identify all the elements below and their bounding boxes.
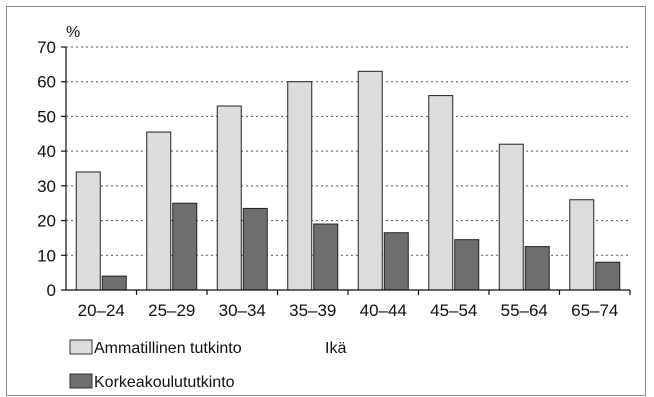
- bar-ammatillinen-5: [357, 70, 383, 291]
- x-tick-label: 65–74: [571, 301, 618, 320]
- x-tick-label: 55–64: [501, 301, 548, 320]
- bar-ammatillinen-4: [287, 81, 313, 291]
- y-tick-label: 20: [37, 212, 56, 231]
- x-tick-label: 40–44: [360, 301, 407, 320]
- y-tick-labels: 0 10 20 30 40 50 60 70: [37, 38, 66, 300]
- bars: [75, 70, 621, 291]
- y-tick-label: 10: [37, 246, 56, 265]
- bar-korkeakoulu-5: [383, 232, 409, 291]
- legend-label-korkeakoulu: Korkeakoulututkinto: [94, 374, 235, 391]
- y-tick-label: 40: [37, 142, 56, 161]
- bar-korkeakoulu-4: [313, 223, 339, 291]
- y-tick-label: 70: [37, 38, 56, 57]
- x-tick-label: 30–34: [219, 301, 266, 320]
- bar-korkeakoulu-7: [524, 246, 550, 291]
- y-tick-label: 30: [37, 177, 56, 196]
- x-tick-label: 45–54: [430, 301, 477, 320]
- x-tick-label: 35–39: [289, 301, 336, 320]
- y-tick-label: 0: [47, 281, 56, 300]
- x-tick-labels: 20–24 25–29 30–34 35–39 40–44 45–54 55–64 65–74: [78, 290, 631, 320]
- bar-ammatillinen-8: [569, 199, 595, 291]
- bar-korkeakoulu-1: [101, 275, 127, 291]
- legend-swatch-ammatillinen: [69, 339, 93, 355]
- bar-ammatillinen-6: [428, 95, 454, 291]
- bar-korkeakoulu-3: [242, 207, 268, 291]
- y-tick-label: 60: [37, 73, 56, 92]
- y-tick-label: 50: [37, 107, 56, 126]
- y-unit-label: %: [66, 24, 80, 41]
- bar-ammatillinen-7: [498, 143, 524, 291]
- legend-label-ammatillinen: Ammatillinen tutkinto: [94, 340, 242, 357]
- chart-frame: [6, 6, 646, 396]
- bar-korkeakoulu-8: [595, 261, 621, 291]
- bar-korkeakoulu-6: [454, 239, 480, 291]
- x-tick-label: 25–29: [148, 301, 195, 320]
- bar-ammatillinen-1: [75, 171, 101, 291]
- bar-ammatillinen-2: [146, 131, 172, 291]
- x-tick-label: 20–24: [78, 301, 125, 320]
- bar-ammatillinen-3: [216, 105, 242, 291]
- legend-swatch-korkeakoulu: [69, 373, 93, 389]
- bar-korkeakoulu-2: [172, 202, 198, 291]
- x-axis-title: Ikä: [325, 340, 346, 357]
